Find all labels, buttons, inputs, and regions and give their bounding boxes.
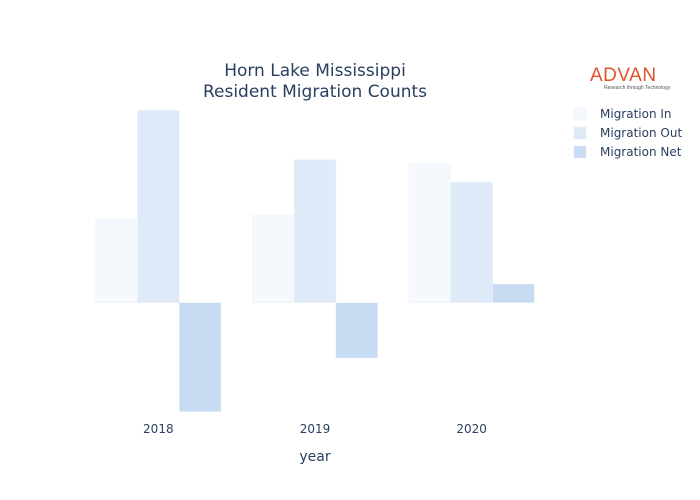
legend: Migration In Migration Out Migration Net [573,107,682,159]
bars-group [95,110,535,412]
legend-label-migration-in[interactable]: Migration In [600,107,672,121]
x-tick-2020: 2020 [456,422,487,436]
bar-migration-out-2018 [137,110,180,303]
bar-migration-in-2020 [408,163,452,303]
chart-title-line-2: Resident Migration Counts [203,82,427,102]
bar-migration-net-2019 [335,302,378,359]
x-axis-title: year [299,449,330,465]
legend-label-migration-out[interactable]: Migration Out [600,126,682,140]
legend-swatch-migration-net[interactable] [573,145,587,159]
legend-swatch-migration-out[interactable] [573,126,587,140]
chart-title-line-1: Horn Lake Mississippi [224,61,406,81]
bar-migration-net-2020 [492,283,535,303]
legend-label-migration-net[interactable]: Migration Net [600,145,682,159]
logo-tagline: Research through Technology [604,85,671,91]
logo-wordmark: ADVAN [590,65,657,86]
x-tick-labels: 2018 2019 2020 [143,422,487,436]
bar-migration-out-2020 [450,181,493,303]
bar-migration-in-2019 [252,214,295,303]
x-tick-2018: 2018 [143,422,174,436]
advan-logo: ADVAN Research through Technology [590,66,680,91]
bar-migration-in-2018 [95,219,138,303]
bar-migration-out-2019 [293,159,337,303]
x-tick-2019: 2019 [300,422,331,436]
bar-migration-net-2018 [178,302,222,412]
legend-swatch-migration-in[interactable] [573,107,587,121]
